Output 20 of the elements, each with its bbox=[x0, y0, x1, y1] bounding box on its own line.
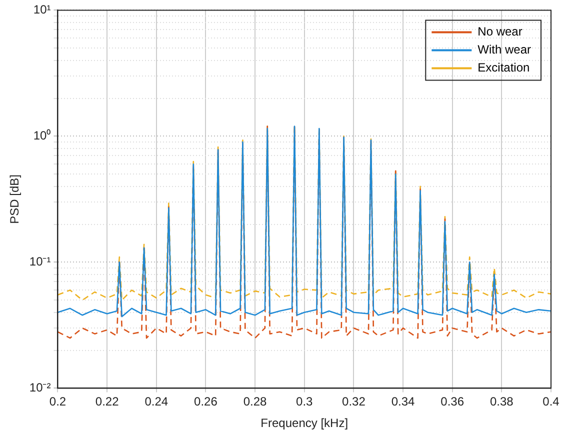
x-tick-label: 0.32 bbox=[342, 394, 366, 409]
x-tick-label: 0.28 bbox=[243, 394, 268, 409]
y-tick-label: 10⁰ bbox=[33, 128, 51, 143]
x-axis-title: Frequency [kHz] bbox=[260, 416, 348, 430]
y-tick-label: 10⁻² bbox=[29, 380, 51, 395]
x-tick-label: 0.24 bbox=[144, 394, 168, 409]
x-tick-label: 0.4 bbox=[542, 394, 560, 409]
legend-label: With wear bbox=[478, 42, 532, 57]
x-tick-label: 0.3 bbox=[296, 394, 314, 409]
y-axis-title: PSD [dB] bbox=[8, 174, 22, 224]
y-tick-label: 10⁻¹ bbox=[29, 254, 51, 269]
x-tick-label: 0.34 bbox=[391, 394, 416, 409]
legend-label: No wear bbox=[478, 24, 522, 39]
x-tick-label: 0.38 bbox=[490, 394, 514, 409]
y-tick-label: 10¹ bbox=[33, 2, 51, 17]
x-tick-label: 0.26 bbox=[194, 394, 218, 409]
x-tick-label: 0.2 bbox=[49, 394, 66, 409]
x-tick-label: 0.22 bbox=[95, 394, 120, 409]
x-tick-label: 0.36 bbox=[440, 394, 464, 409]
legend-label: Excitation bbox=[478, 60, 530, 75]
